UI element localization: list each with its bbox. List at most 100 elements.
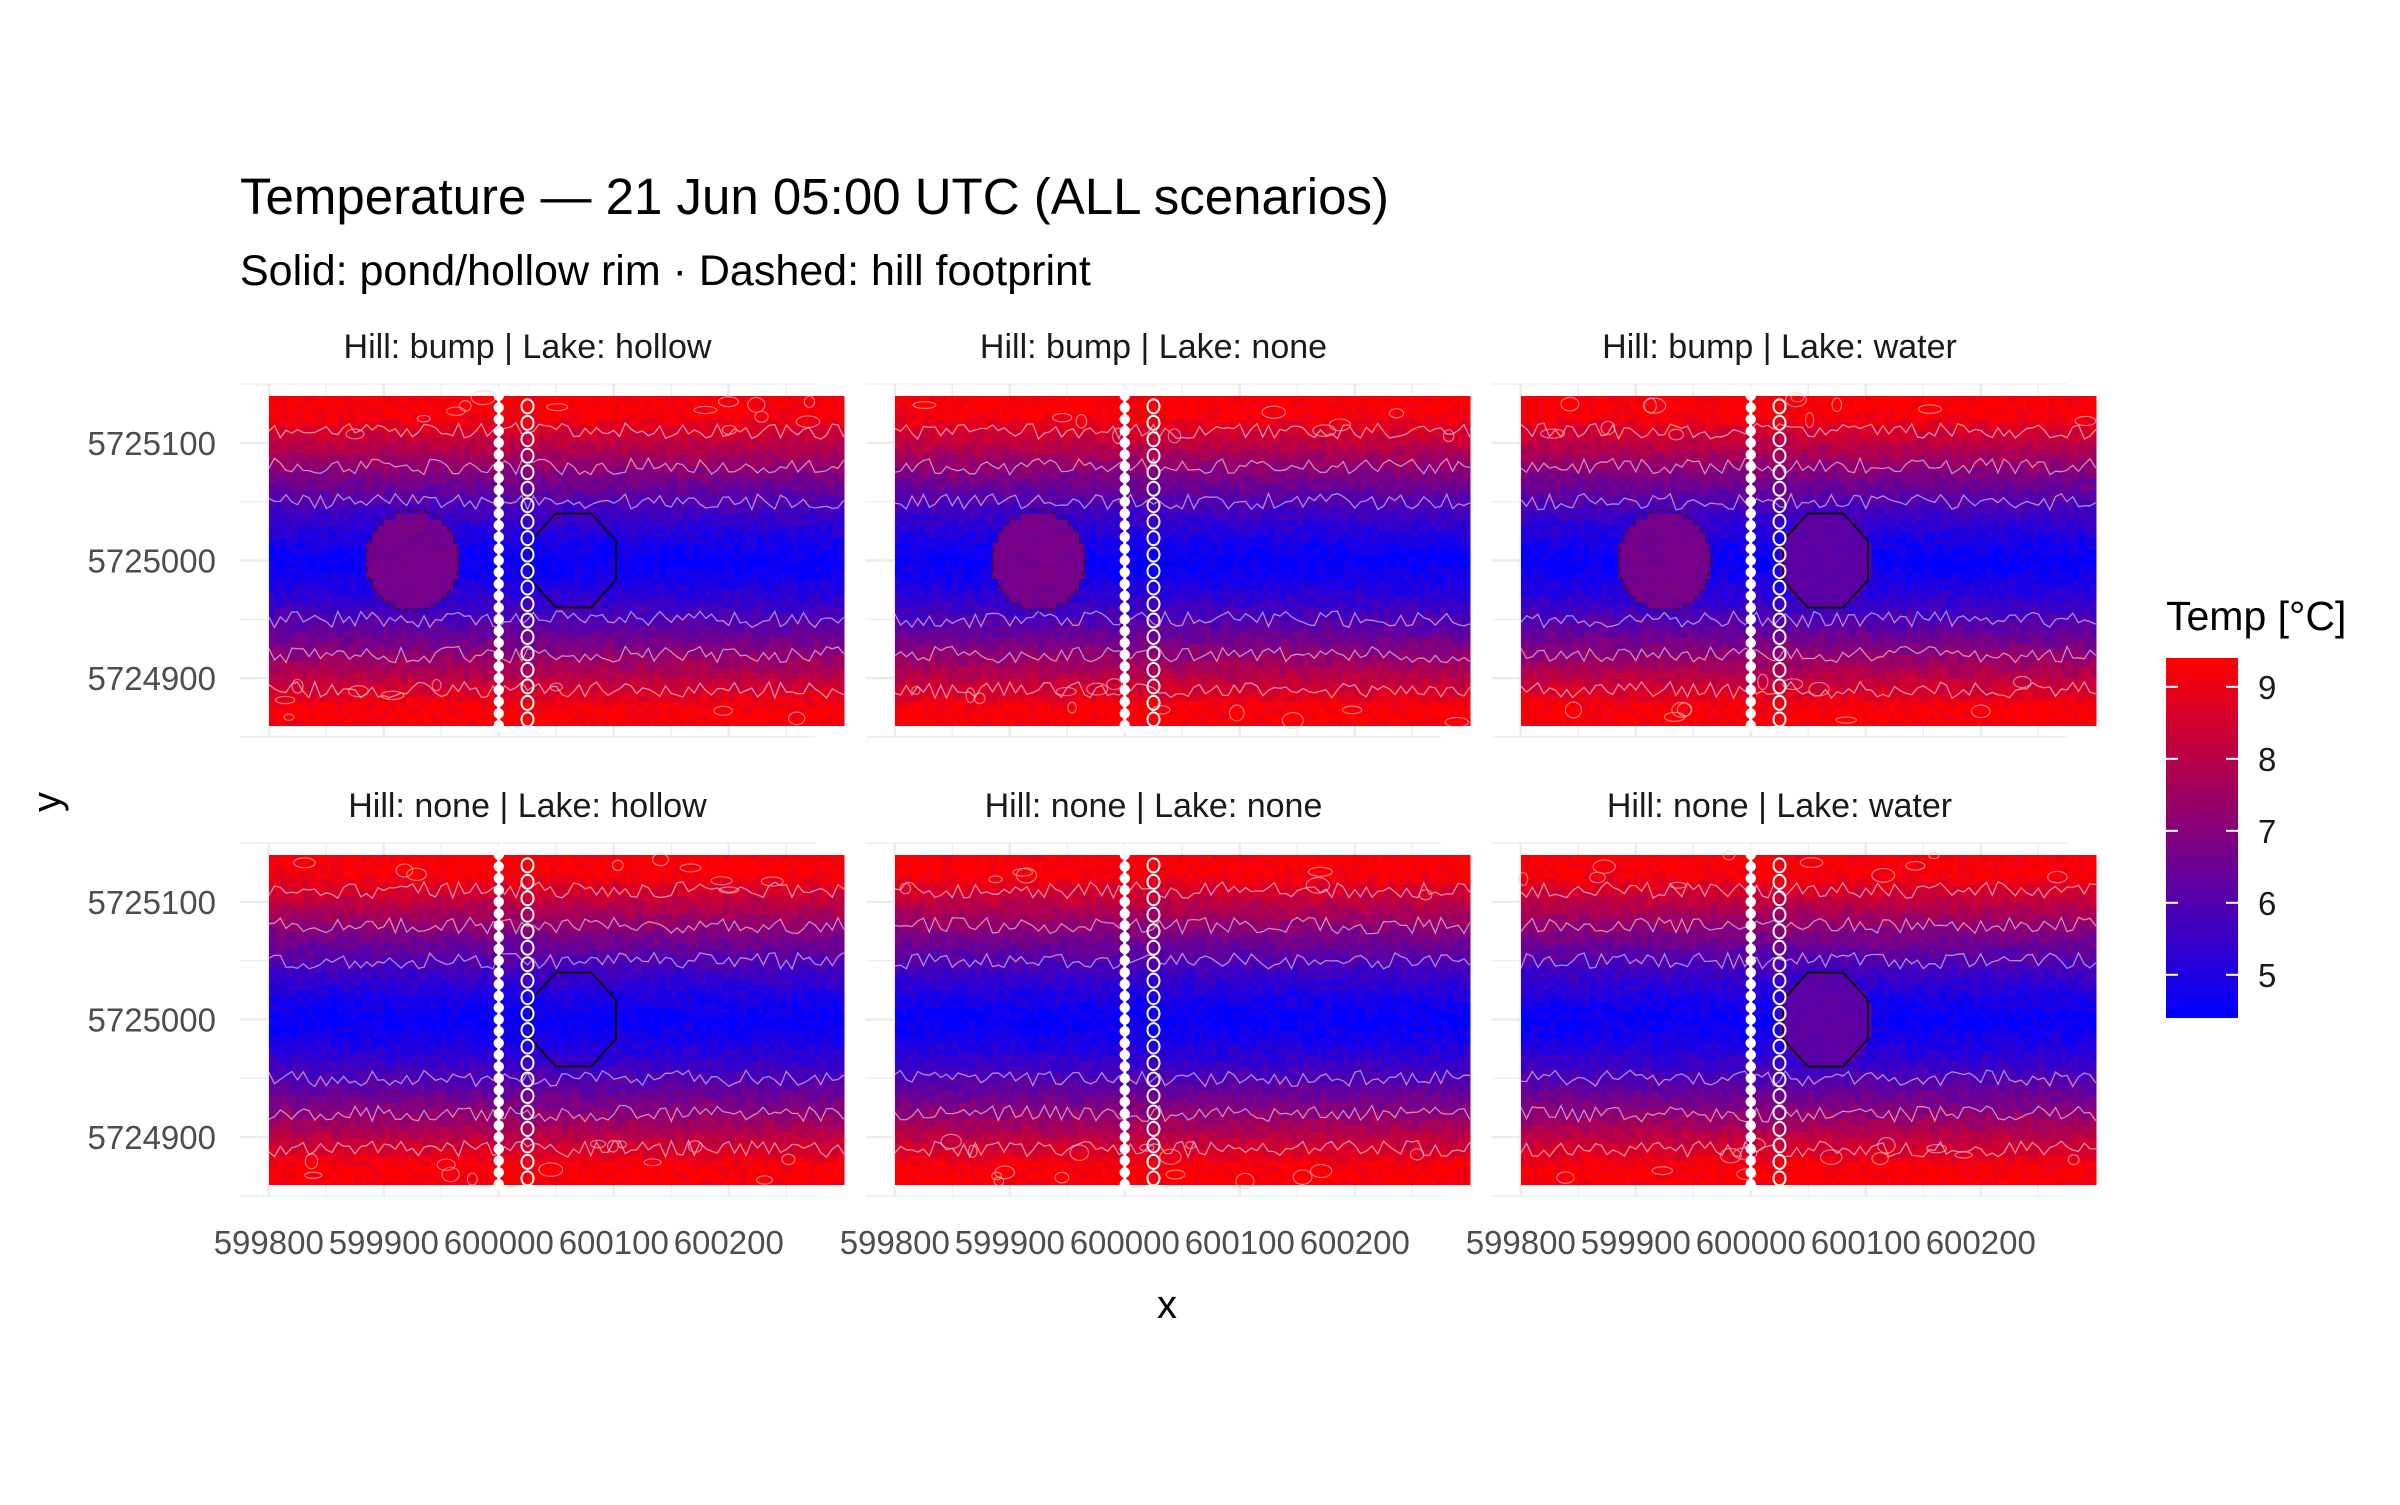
heat-cell [275,561,281,567]
heat-cell [453,484,459,490]
heat-cell [602,578,608,584]
heat-cell [769,437,775,443]
heat-cell [372,443,378,449]
heat-cell [798,490,804,496]
heat-cell [401,472,407,478]
heat-cell [476,478,482,484]
heat-cell [694,666,700,672]
heat-cell [321,596,327,602]
heat-cell [562,549,568,555]
heat-cell [505,449,511,455]
heat-cell [275,466,281,472]
heat-cell [459,543,465,549]
heat-cell [338,455,344,461]
heat-cell [700,637,706,643]
heat-cell [315,484,321,490]
heat-cell [683,625,689,631]
heat-cell [447,713,453,719]
heat-cell [602,608,608,614]
heat-cell [384,490,390,496]
heat-cell [614,702,620,708]
heat-cell [752,561,758,567]
heat-cell [459,443,465,449]
heat-cell [441,443,447,449]
heat-cell [827,549,833,555]
heat-cell [464,666,470,672]
heat-cell [763,666,769,672]
heat-cell [740,519,746,525]
heat-cell [349,702,355,708]
heat-cell [407,596,413,602]
heat-cell [763,584,769,590]
heat-cell [827,661,833,667]
heat-cell [689,572,695,578]
heat-cell [355,572,361,578]
heat-cell [482,537,488,543]
heat-cell [551,478,557,484]
heat-cell [298,437,304,443]
heat-cell [372,719,378,725]
heat-cell [470,578,476,584]
heat-cell [562,478,568,484]
heat-cell [608,478,614,484]
heat-cell [827,708,833,714]
heat-cell [407,625,413,631]
heat-cell [321,437,327,443]
heat-cell [591,631,597,637]
heat-cell [407,455,413,461]
heat-cell [384,584,390,590]
heat-cell [390,584,396,590]
heat-cell [441,455,447,461]
heat-cell [482,584,488,590]
heat-cell [407,466,413,472]
heat-cell [441,478,447,484]
heat-cell [781,437,787,443]
heat-cell [700,496,706,502]
heat-cell [832,584,838,590]
heat-cell [436,566,442,572]
heat-cell [441,649,447,655]
heat-cell [781,508,787,514]
heat-cell [689,519,695,525]
heat-cell [344,513,350,519]
heat-cell [689,566,695,572]
heat-cell [321,666,327,672]
heat-cell [510,602,516,608]
heat-cell [614,508,620,514]
heat-cell [602,625,608,631]
heat-cell [809,572,815,578]
heat-cell [395,519,401,525]
heat-cell [303,702,309,708]
heat-cell [758,449,764,455]
chart-subtitle: Solid: pond/hollow rim · Dashed: hill fo… [240,247,1091,295]
heat-cell [401,637,407,643]
heat-cell [729,472,735,478]
heat-cell [269,437,275,443]
heat-cell [424,643,430,649]
heat-cell [562,672,568,678]
heat-cell [798,637,804,643]
heat-cell [355,519,361,525]
heat-cell [556,619,562,625]
heat-cell [280,508,286,514]
heat-cell [355,549,361,555]
heat-cell [344,525,350,531]
heat-cell [453,590,459,596]
heat-cell [378,449,384,455]
heat-cell [838,655,844,661]
heat-cell [660,484,666,490]
heat-cell [441,578,447,584]
heat-cell [809,478,815,484]
heat-cell [459,637,465,643]
heat-cell [821,566,827,572]
heat-cell [786,608,792,614]
heat-cell [378,472,384,478]
heat-cell [315,561,321,567]
heat-cell [792,543,798,549]
heat-cell [706,572,712,578]
heat-cell [832,513,838,519]
heat-cell [706,460,712,466]
heat-cell [786,490,792,496]
heat-cell [315,449,321,455]
heat-cell [568,684,574,690]
